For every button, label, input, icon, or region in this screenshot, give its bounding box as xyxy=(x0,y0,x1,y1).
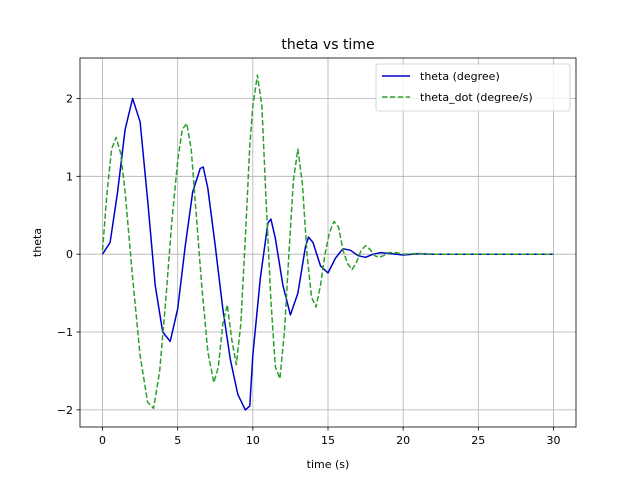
x-tick-label: 30 xyxy=(546,434,560,447)
series-layer xyxy=(101,74,554,411)
chart-title: theta vs time xyxy=(281,37,374,53)
series-line-0 xyxy=(101,97,554,411)
x-tick-label: 25 xyxy=(471,434,485,447)
y-axis-label: theta xyxy=(31,228,44,257)
ticks: 0 5 10 15 20 25 30 −2 −1 0 1 2 xyxy=(57,92,561,447)
legend-box xyxy=(375,63,571,112)
legend: theta (degree) theta_dot (degree/s) xyxy=(375,63,571,112)
x-tick-label: 0 xyxy=(99,434,106,447)
legend-label-1: theta_dot (degree/s) xyxy=(420,91,533,104)
y-tick-label: 1 xyxy=(66,170,73,183)
x-axis-label: time (s) xyxy=(307,458,350,471)
series-line-1 xyxy=(101,74,554,410)
y-tick-label: 2 xyxy=(66,92,73,105)
x-tick-label: 20 xyxy=(396,434,410,447)
legend-label-0: theta (degree) xyxy=(420,70,500,83)
y-tick-label: 0 xyxy=(66,248,73,261)
x-tick-label: 5 xyxy=(174,434,181,447)
y-tick-label: −2 xyxy=(57,404,73,417)
y-tick-label: −1 xyxy=(57,326,73,339)
x-tick-label: 10 xyxy=(246,434,260,447)
x-tick-label: 15 xyxy=(321,434,335,447)
